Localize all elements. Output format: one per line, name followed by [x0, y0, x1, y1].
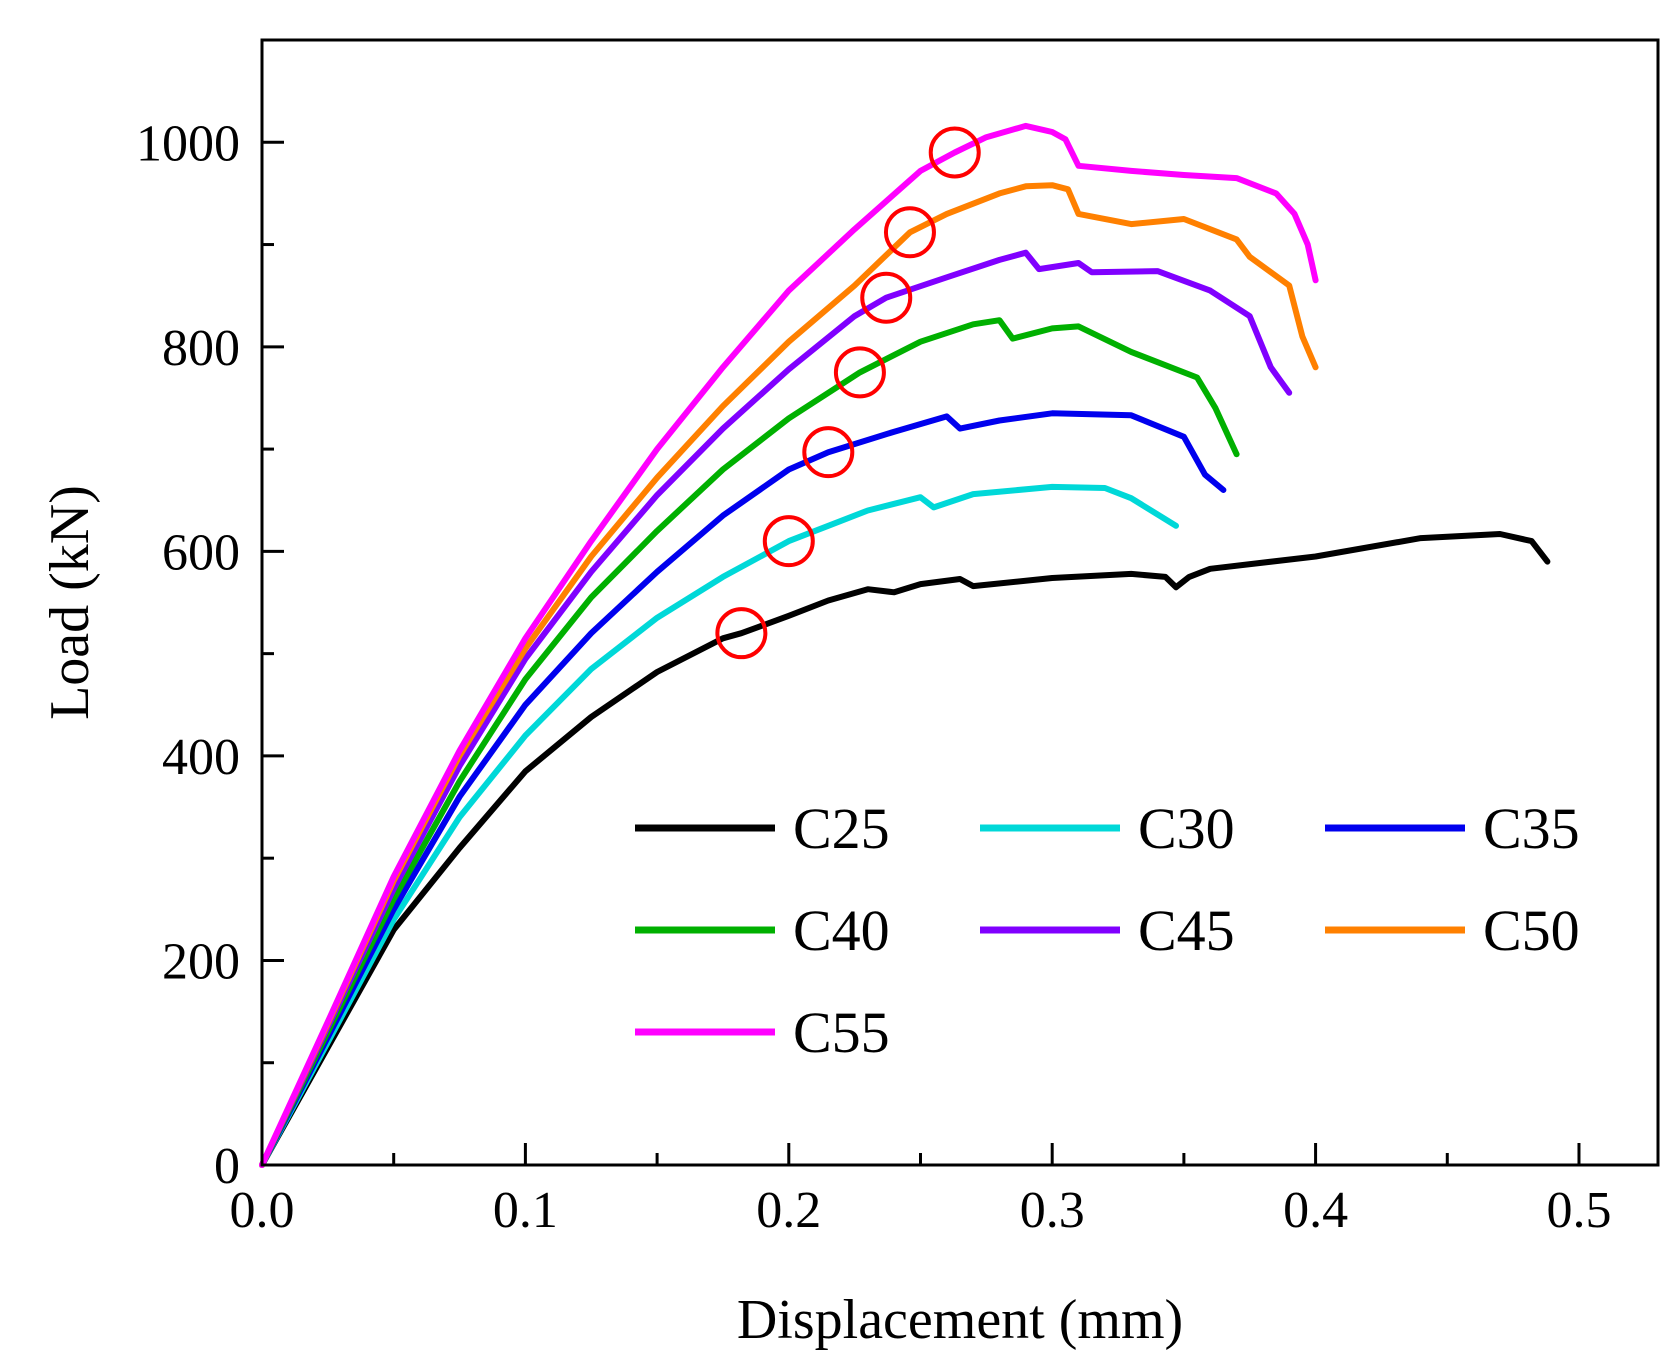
legend-label: C50 [1483, 898, 1580, 963]
x-tick-label: 0.4 [1283, 1182, 1348, 1239]
legend-label: C40 [793, 898, 890, 963]
legend-item-c50: C50 [1325, 898, 1580, 963]
legend-item-c55: C55 [635, 1000, 890, 1065]
marker-circle-c35 [802, 426, 855, 479]
series-line-c35 [259, 410, 1227, 1168]
plot-frame [260, 38, 1660, 1167]
marker-circle-c25 [715, 607, 768, 660]
annotation-layer [715, 126, 981, 660]
series-line-c40 [259, 317, 1240, 1168]
marker-circle-c55 [928, 126, 981, 179]
x-tick-label: 0.5 [1546, 1182, 1611, 1239]
y-tick-label: 400 [162, 729, 240, 786]
marker-circle-c40 [833, 346, 886, 399]
legend-label: C55 [793, 1000, 890, 1065]
legend-item-c35: C35 [1325, 796, 1580, 861]
x-axis-title: Displacement (mm) [737, 1289, 1183, 1351]
marker-circle-c30 [762, 515, 815, 568]
x-tick-label: 0.3 [1020, 1182, 1085, 1239]
legend-label: C30 [1138, 796, 1235, 861]
marker-circle-c45 [860, 271, 913, 324]
legend: C25 C30 C35 C40 C45 C50 C55 [635, 796, 1580, 1065]
y-axis-title: Load (kN) [39, 485, 101, 720]
x-tick-label: 0.2 [756, 1182, 821, 1239]
legend-label: C25 [793, 796, 890, 861]
legend-label: C35 [1483, 796, 1580, 861]
y-tick-label: 600 [162, 524, 240, 581]
legend-item-c30: C30 [980, 796, 1235, 861]
axes-layer: 0.0 0.1 0.2 0.3 0.4 0.5 0 200 400 600 800 1000 [136, 38, 1660, 1239]
legend-item-c25: C25 [635, 796, 890, 861]
legend-item-c45: C45 [980, 898, 1235, 963]
series-line-c45 [259, 249, 1293, 1168]
x-tick-label: 0.0 [230, 1182, 295, 1239]
series-line-c50 [259, 182, 1319, 1168]
y-tick-label: 1000 [136, 115, 240, 172]
x-tick-label: 0.1 [493, 1182, 558, 1239]
series-layer [259, 122, 1551, 1168]
y-tick-label: 800 [162, 320, 240, 377]
series-line-c55 [259, 122, 1319, 1168]
y-tick-label: 0 [214, 1138, 240, 1195]
legend-label: C45 [1138, 898, 1235, 963]
series-line-c25 [259, 531, 1551, 1168]
y-tick-label: 200 [162, 933, 240, 990]
series-line-c30 [259, 483, 1179, 1168]
legend-item-c40: C40 [635, 898, 890, 963]
marker-circle-c50 [883, 206, 936, 259]
